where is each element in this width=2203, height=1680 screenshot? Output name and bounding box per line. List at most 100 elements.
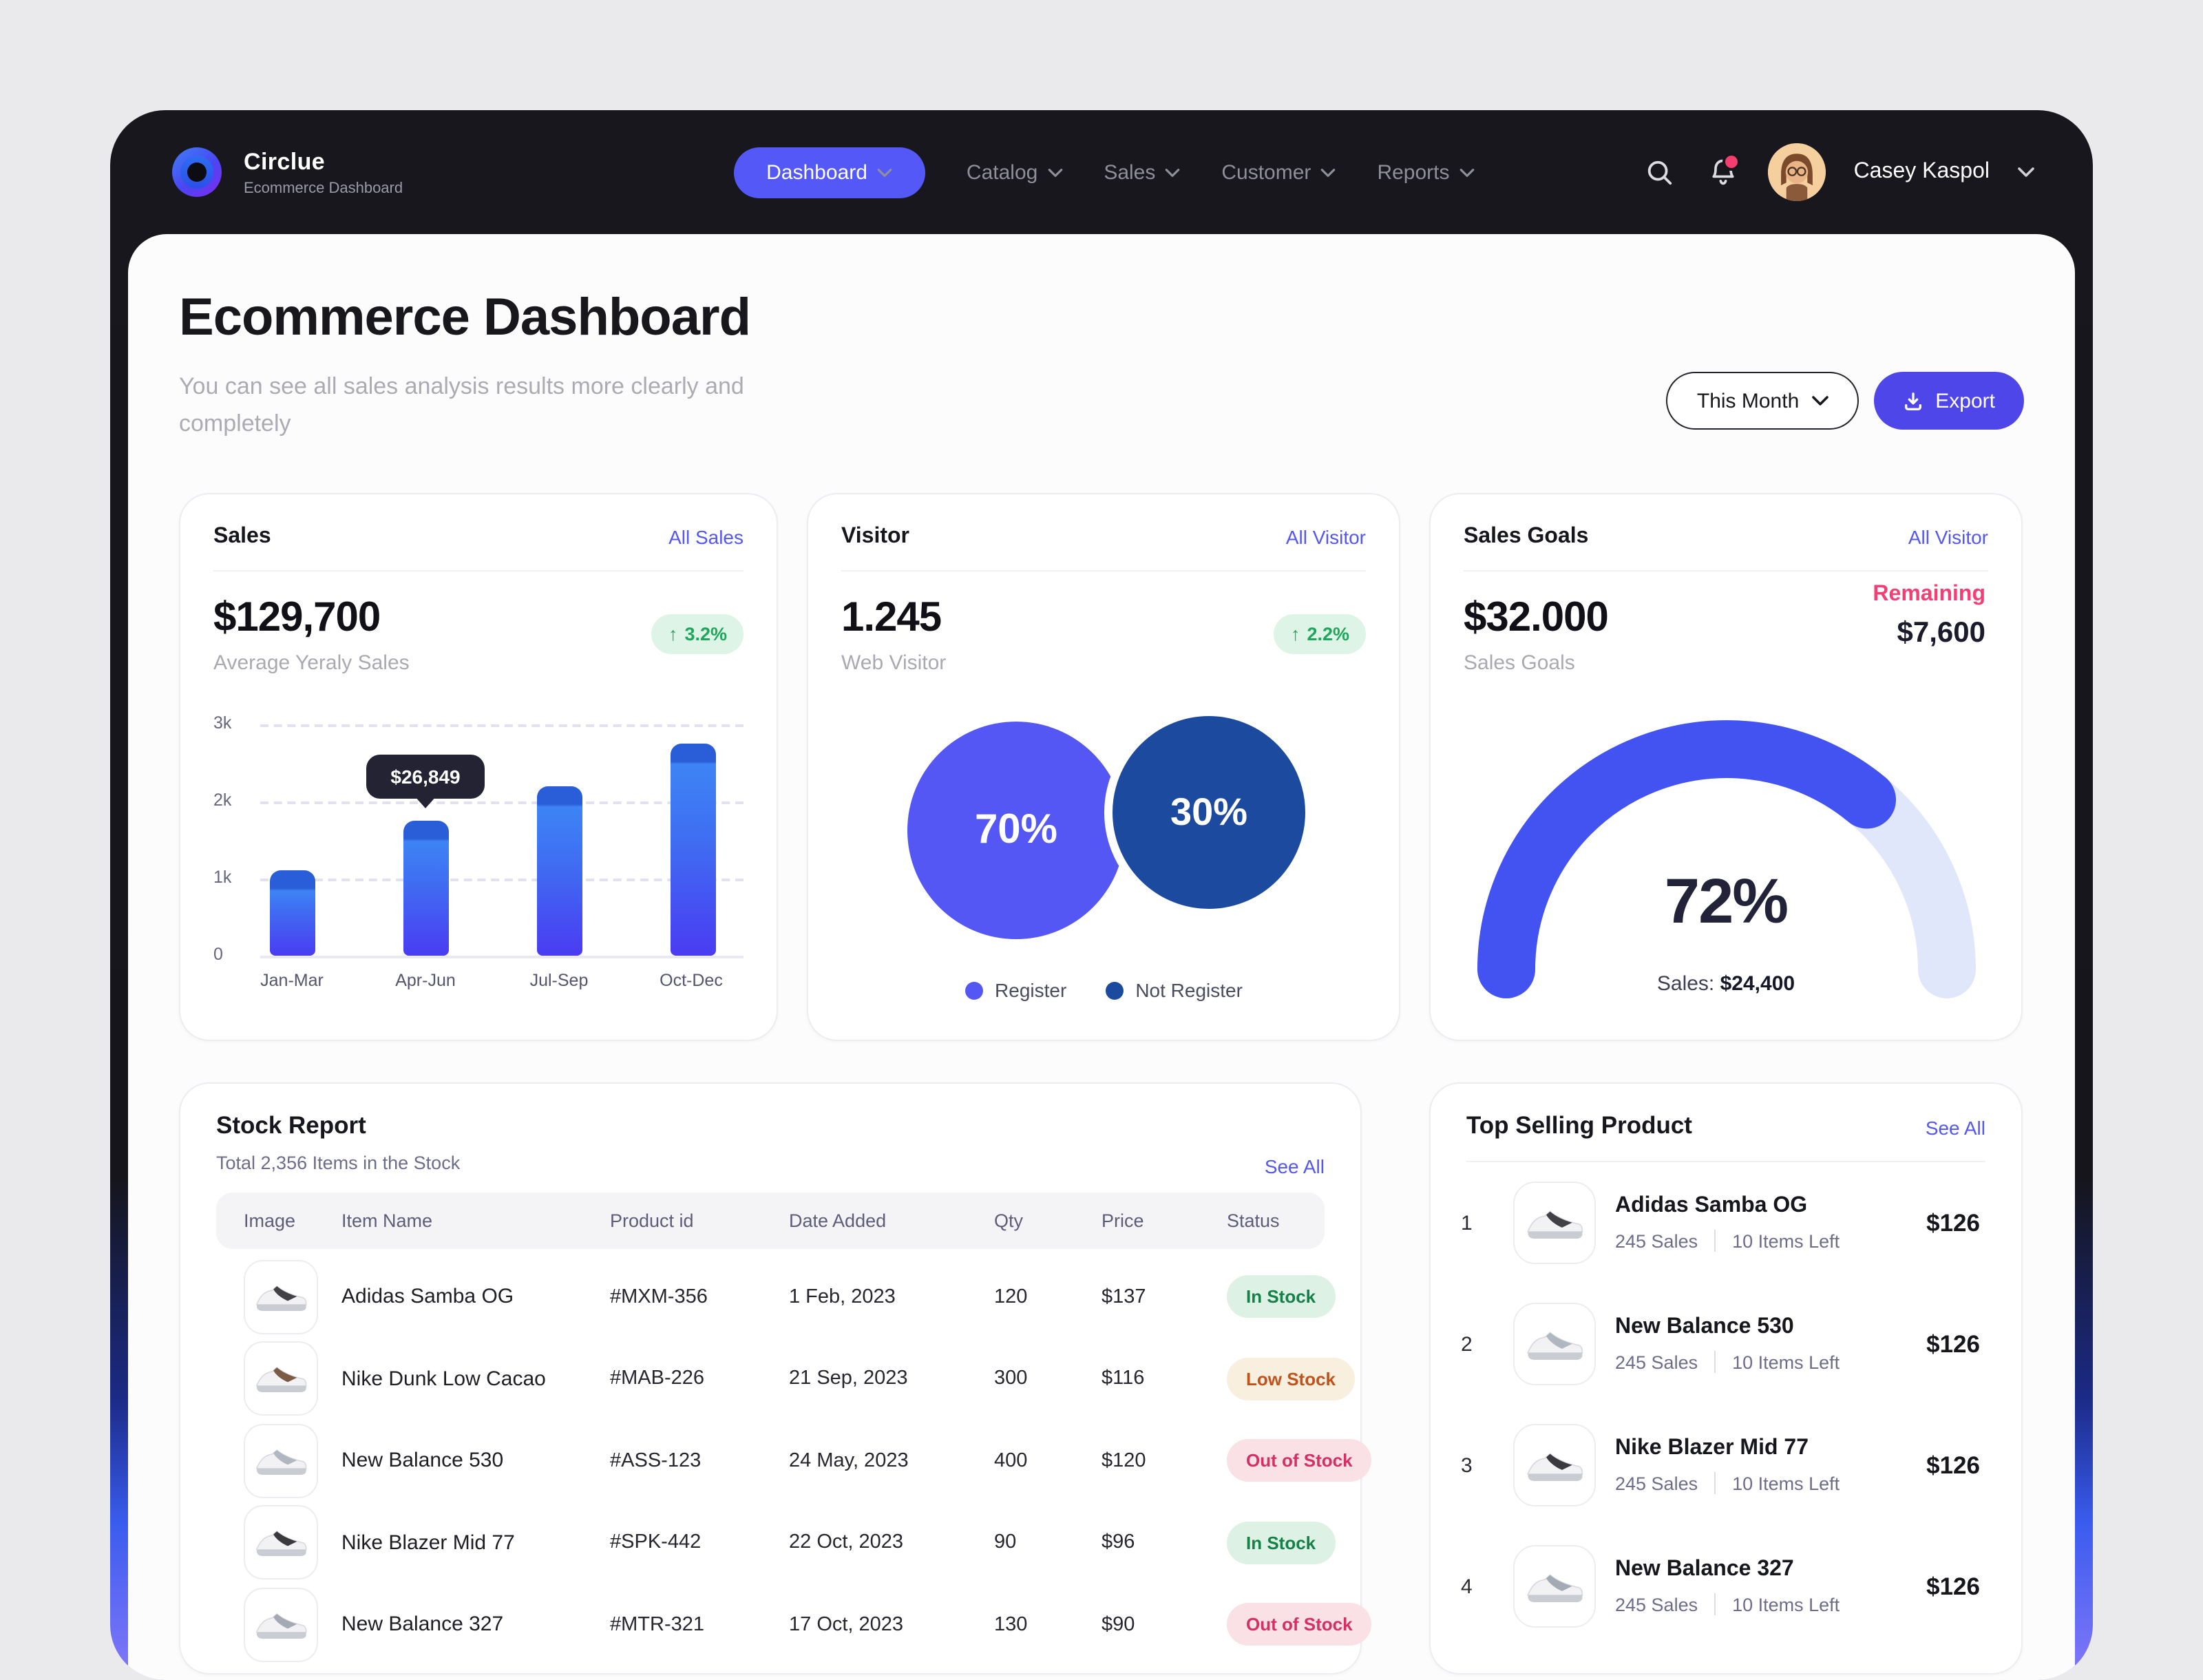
not-register-dot-icon	[1105, 981, 1124, 999]
item-name: New Balance 327	[341, 1613, 504, 1637]
divider	[1464, 570, 1988, 571]
nav-item[interactable]: Reports	[1377, 160, 1474, 184]
avatar[interactable]	[1768, 143, 1826, 201]
goals-all-visitor-link[interactable]: All Visitor	[1908, 526, 1988, 548]
top-selling-panel: Top Selling Product See All 1	[1429, 1082, 2023, 1674]
circlue-logo-icon[interactable]	[172, 147, 222, 197]
status-badge: Out of Stock	[1227, 1439, 1372, 1482]
product-meta: 245 Sales 10 Items Left	[1615, 1472, 1910, 1494]
product-price: $126	[1926, 1451, 1980, 1478]
item-name: Nike Dunk Low Cacao	[341, 1367, 546, 1391]
y-tick: 1k	[213, 868, 232, 887]
qty: 130	[994, 1613, 1028, 1636]
brand-block: Circlue Ecommerce Dashboard	[244, 148, 403, 196]
top-right-cluster: Casey Kaspol	[1642, 143, 2035, 201]
product-price: $126	[1926, 1572, 1980, 1599]
nav-item[interactable]: Dashboard	[733, 147, 925, 198]
x-label: Oct-Dec	[660, 971, 723, 990]
bar-Oct-Dec[interactable]	[670, 744, 715, 956]
divider	[213, 570, 744, 571]
product-meta: 245 Sales 10 Items Left	[1615, 1230, 1910, 1252]
venn-legend: Register Not Register	[808, 979, 1399, 1001]
goals-card-title: Sales Goals	[1464, 525, 1589, 548]
nav-item[interactable]: Customer	[1221, 160, 1336, 184]
col-price: Price	[1102, 1210, 1144, 1231]
items-left: 10 Items Left	[1732, 1473, 1840, 1493]
status-badge: In Stock	[1227, 1275, 1336, 1319]
table-row[interactable]: New Balance 327 #MTR-321 17 Oct, 2023 13…	[216, 1584, 1372, 1666]
visitor-card: Visitor All Visitor 1.245 Web Visitor ↑ …	[807, 493, 1400, 1041]
export-button[interactable]: Export	[1873, 372, 2024, 430]
sales-caption: Average Yeraly Sales	[213, 651, 410, 675]
product-price: $126	[1926, 1208, 1980, 1236]
notifications-bell-icon[interactable]	[1705, 153, 1741, 190]
bar-Apr-Jun[interactable]	[403, 821, 448, 956]
product-price: $126	[1926, 1330, 1980, 1357]
visitor-caption: Web Visitor	[841, 651, 947, 675]
visitor-value: 1.245	[841, 595, 942, 640]
table-row[interactable]: Adidas Samba OG #MXM-356 1 Feb, 2023 120…	[216, 1256, 1336, 1338]
up-arrow-icon: ↑	[668, 624, 678, 644]
stock-report-title: Stock Report	[216, 1111, 366, 1139]
search-icon[interactable]	[1642, 154, 1678, 190]
bar-tooltip: $26,849	[366, 755, 485, 799]
bar-Jan-Mar[interactable]	[269, 870, 315, 956]
product-name: New Balance 327	[1615, 1557, 1794, 1581]
visitor-card-title: Visitor	[841, 525, 909, 548]
chevron-down-icon	[1459, 167, 1475, 177]
chevron-down-icon	[1165, 167, 1180, 177]
product-image	[244, 1423, 318, 1498]
period-select[interactable]: This Month	[1666, 372, 1859, 430]
status-badge: Out of Stock	[1227, 1603, 1372, 1646]
product-image	[1513, 1303, 1596, 1385]
brand-tagline: Ecommerce Dashboard	[244, 180, 403, 196]
gridline	[260, 801, 744, 804]
qty: 400	[994, 1449, 1028, 1472]
rank-number: 2	[1461, 1332, 1473, 1356]
product-image	[244, 1505, 318, 1580]
user-name[interactable]: Casey Kaspol	[1853, 160, 1990, 183]
x-label: Jan-Mar	[260, 971, 324, 990]
nav-item[interactable]: Sales	[1104, 160, 1180, 184]
product-image	[1513, 1182, 1596, 1264]
table-row[interactable]: Nike Blazer Mid 77 #SPK-442 22 Oct, 2023…	[216, 1502, 1336, 1584]
top-selling-see-all-link[interactable]: See All	[1925, 1117, 1985, 1139]
stock-see-all-link[interactable]: See All	[1264, 1155, 1325, 1177]
col-product-id: Product id	[610, 1210, 694, 1231]
product-image	[1513, 1424, 1596, 1506]
item-name: Nike Blazer Mid 77	[341, 1531, 515, 1555]
user-menu-chevron-icon[interactable]	[2017, 167, 2035, 178]
chevron-down-icon	[1047, 167, 1062, 177]
nav-item[interactable]: Catalog	[967, 160, 1062, 184]
stock-table-body: Adidas Samba OG #MXM-356 1 Feb, 2023 120…	[180, 1256, 1372, 1666]
product-id: #MXM-356	[610, 1285, 708, 1308]
y-tick: 3k	[213, 713, 232, 733]
all-sales-link[interactable]: All Sales	[668, 526, 744, 548]
up-arrow-icon: ↑	[1290, 624, 1300, 644]
product-image	[244, 1587, 318, 1662]
bar-Jul-Sep[interactable]	[536, 786, 582, 956]
venn-not-register-circle[interactable]: 30%	[1104, 708, 1314, 917]
product-id: #SPK-442	[610, 1531, 702, 1554]
table-row[interactable]: New Balance 530 #ASS-123 24 May, 2023 40…	[216, 1420, 1372, 1502]
product-image	[1513, 1545, 1596, 1628]
notification-badge	[1722, 153, 1741, 171]
stock-table-header: Image Item Name Product id Date Added Qt…	[216, 1193, 1325, 1249]
product-name: New Balance 530	[1615, 1315, 1794, 1338]
stock-report-panel: Stock Report Total 2,356 Items in the St…	[179, 1082, 1372, 1674]
list-item[interactable]: 2 New Balance 530 245 Sales 10 I	[1461, 1283, 1985, 1405]
list-item[interactable]: 4 New Balance 327 245 Sales 10 I	[1461, 1526, 1985, 1647]
venn-register-circle[interactable]: 70%	[907, 722, 1125, 939]
chevron-down-icon	[877, 167, 892, 177]
brand-name: Circlue	[244, 148, 326, 174]
table-row[interactable]: Nike Dunk Low Cacao #MAB-226 21 Sep, 202…	[216, 1338, 1356, 1420]
col-date-added: Date Added	[789, 1210, 887, 1231]
items-left: 10 Items Left	[1732, 1594, 1840, 1615]
all-visitor-link[interactable]: All Visitor	[1285, 526, 1366, 548]
top-navigation-bar: Circlue Ecommerce Dashboard Dashboard Ca…	[110, 110, 2093, 234]
price: $90	[1102, 1613, 1135, 1636]
list-item[interactable]: 3 Nike Blazer Mid 77 245 Sales 1	[1461, 1405, 1985, 1526]
product-image	[244, 1341, 318, 1416]
list-item[interactable]: 1 Adidas Samba OG 245 Sales 10 I	[1461, 1162, 1985, 1283]
sales-count: 245 Sales	[1615, 1352, 1698, 1372]
